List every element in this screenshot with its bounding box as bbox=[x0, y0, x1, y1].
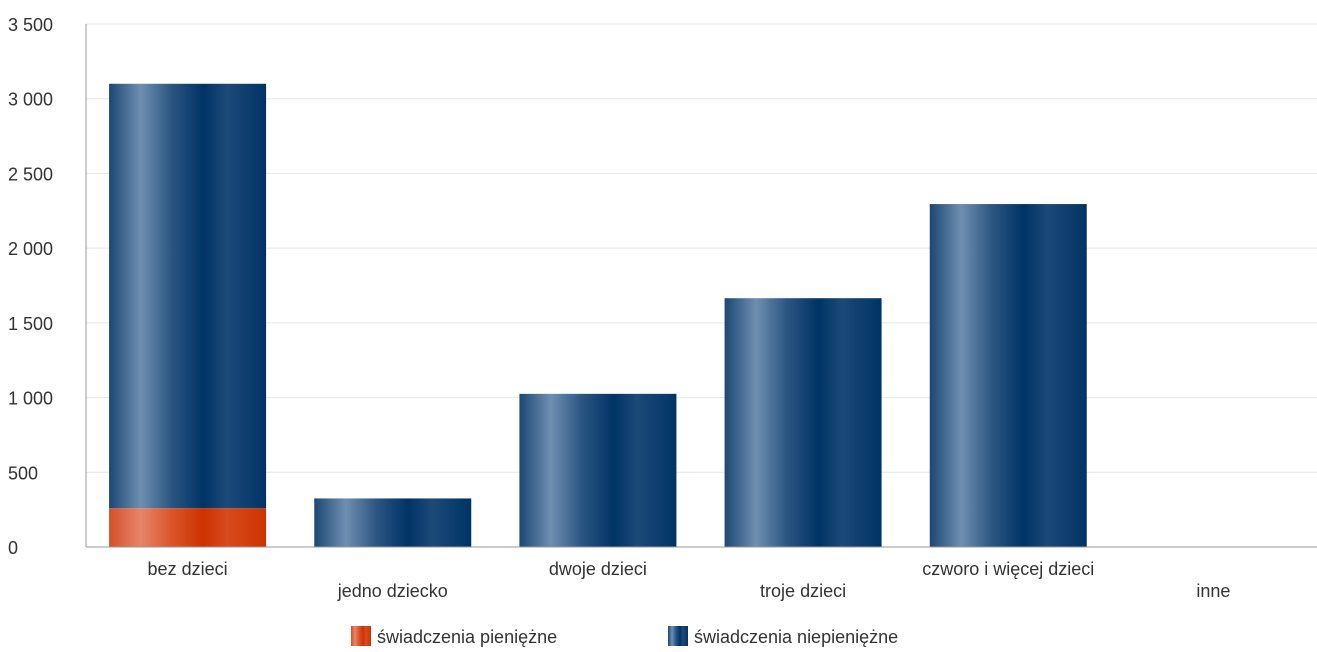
legend: świadczenia pieniężne świadczenia niepien… bbox=[351, 626, 898, 647]
bar-swiadczenia-niepieniezne bbox=[109, 83, 267, 509]
y-tick-label: 2 000 bbox=[8, 239, 53, 259]
y-tick-label: 3 000 bbox=[8, 90, 53, 110]
legend-swatch bbox=[351, 626, 371, 646]
legend-item-swiadczenia-niepieniezne[interactable]: świadczenia niepieniężne bbox=[668, 626, 898, 647]
bars bbox=[109, 83, 1087, 547]
y-axis-tick-labels: 0 500 1 000 1 500 2 000 2 500 3 000 3 500 bbox=[8, 15, 53, 558]
y-tick-label: 2 500 bbox=[8, 164, 53, 184]
legend-swatch bbox=[668, 626, 688, 646]
y-tick-label: 1 500 bbox=[8, 314, 53, 334]
x-tick-label: bez dzieci bbox=[148, 559, 228, 579]
axes bbox=[85, 24, 1317, 548]
legend-label: świadczenia pieniężne bbox=[377, 627, 557, 647]
x-tick-label: jedno dziecko bbox=[337, 581, 448, 601]
gridlines bbox=[86, 23, 1317, 473]
x-tick-label: dwoje dzieci bbox=[549, 559, 647, 579]
bar-swiadczenia-niepieniezne bbox=[724, 298, 882, 547]
y-tick-label: 1 000 bbox=[8, 389, 53, 409]
x-tick-label: inne bbox=[1196, 581, 1230, 601]
y-tick-label: 0 bbox=[8, 538, 18, 558]
x-tick-label: troje dzieci bbox=[760, 581, 846, 601]
x-axis-tick-labels: bez dzieci jedno dziecko dwoje dzieci troje… bbox=[148, 559, 1231, 601]
y-tick-label: 500 bbox=[8, 463, 38, 483]
bar-swiadczenia-niepieniezne bbox=[519, 393, 677, 547]
y-tick-label: 3 500 bbox=[8, 15, 53, 35]
bar-swiadczenia-niepieniezne bbox=[929, 204, 1087, 547]
legend-label: świadczenia niepieniężne bbox=[694, 627, 898, 647]
bar-swiadczenia-pieniezne bbox=[109, 508, 267, 547]
legend-item-swiadczenia-pieniezne[interactable]: świadczenia pieniężne bbox=[351, 626, 557, 647]
bar-swiadczenia-niepieniezne bbox=[314, 498, 472, 547]
x-tick-label: czworo i więcej dzieci bbox=[922, 559, 1094, 579]
